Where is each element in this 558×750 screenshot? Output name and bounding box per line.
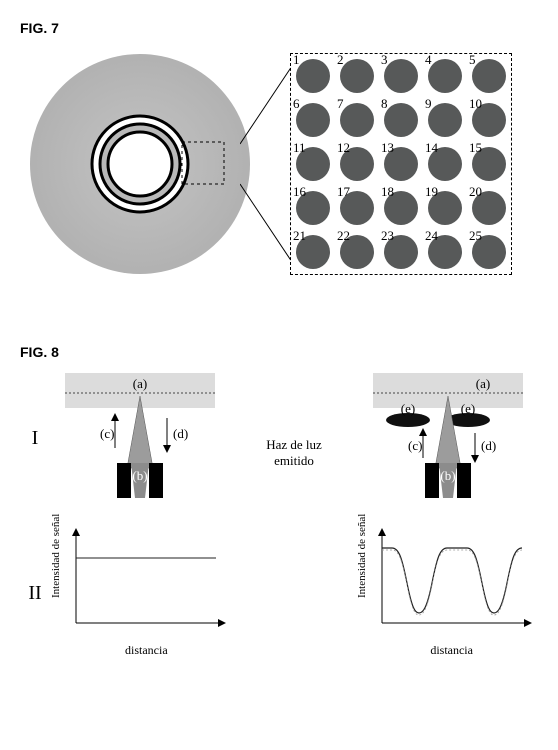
zoom-cell: 22	[335, 230, 379, 274]
label-d-left: (d)	[173, 426, 188, 441]
zoom-number: 3	[381, 52, 388, 68]
label-a-right: (a)	[475, 376, 489, 391]
zoom-number: 1	[293, 52, 300, 68]
zoom-dot	[472, 59, 506, 93]
zoom-number: 14	[425, 140, 438, 156]
zoom-dot	[384, 103, 418, 137]
zoom-number: 18	[381, 184, 394, 200]
zoom-number: 25	[469, 228, 482, 244]
zoom-cell: 2	[335, 54, 379, 98]
zoom-number: 19	[425, 184, 438, 200]
zoom-cell: 23	[379, 230, 423, 274]
zoom-cell: 14	[423, 142, 467, 186]
zoom-grid: 1234567891011121314151617181920212223242…	[290, 53, 512, 275]
x-axis-label-right: distancia	[367, 643, 537, 658]
zoom-cell: 19	[423, 186, 467, 230]
zoom-number: 22	[337, 228, 350, 244]
head-dark-r1	[425, 463, 439, 498]
y-axis-label-right: Intensidad de señal	[356, 588, 368, 598]
roman-II: II	[20, 582, 50, 605]
fig7-container: 1234567891011121314151617181920212223242…	[20, 44, 538, 284]
row-II-panels: Intensidad de señal distancia Intensidad…	[50, 528, 538, 658]
y-axis-label-left: Intensidad de señal	[50, 588, 62, 598]
label-e-2: (e)	[460, 401, 474, 416]
zoom-cell: 15	[467, 142, 511, 186]
head-dark-r2	[457, 463, 471, 498]
label-b-left: (b)	[133, 468, 148, 483]
zoom-cell: 7	[335, 98, 379, 142]
zoom-number: 6	[293, 96, 300, 112]
zoom-cell: 4	[423, 54, 467, 98]
zoom-number: 11	[293, 140, 306, 156]
zoom-number: 20	[469, 184, 482, 200]
zoom-number: 23	[381, 228, 394, 244]
zoom-cell: 5	[467, 54, 511, 98]
disc-center-hole	[108, 132, 172, 196]
zoom-number: 17	[337, 184, 350, 200]
zoom-cell: 10	[467, 98, 511, 142]
zoom-cell: 13	[379, 142, 423, 186]
graph-left-wrap: Intensidad de señal distancia	[51, 528, 231, 658]
zoom-cell: 21	[291, 230, 335, 274]
zoom-cell: 3	[379, 54, 423, 98]
zoom-number: 4	[425, 52, 432, 68]
fig7-label: FIG. 7	[20, 20, 538, 36]
zoom-number: 8	[381, 96, 388, 112]
zoom-dot	[296, 59, 330, 93]
zoom-cell: 9	[423, 98, 467, 142]
zoom-cell: 20	[467, 186, 511, 230]
roman-I: I	[20, 427, 50, 450]
center-beam-label: Haz de luz emitido	[266, 437, 322, 468]
zoom-dot	[384, 59, 418, 93]
zoom-number: 5	[469, 52, 476, 68]
center-line1: Haz de luz	[266, 437, 322, 452]
panel-I-right: (a) (e) (e) (b) (c) (d)	[363, 368, 533, 508]
fig8-row-I: I (a) (b) (c) (d) Haz de luz emitido	[20, 368, 538, 508]
head-dark-l2	[149, 463, 163, 498]
zoom-dot	[428, 103, 462, 137]
zoom-number: 21	[293, 228, 306, 244]
head-dark-l1	[117, 463, 131, 498]
zoom-cell: 16	[291, 186, 335, 230]
zoom-dot	[296, 103, 330, 137]
zoom-number: 24	[425, 228, 438, 244]
zoom-cell: 6	[291, 98, 335, 142]
row-I-panels: (a) (b) (c) (d) Haz de luz emitido (a)	[50, 368, 538, 508]
fig8-row-II: II Intensidad de señal distancia Intensi…	[20, 528, 538, 658]
zoom-cell: 25	[467, 230, 511, 274]
zoom-cell: 8	[379, 98, 423, 142]
zoom-dot	[340, 59, 374, 93]
zoom-cell: 17	[335, 186, 379, 230]
label-c-left: (c)	[100, 426, 114, 441]
label-d-right: (d)	[481, 438, 496, 453]
fig8-label: FIG. 8	[20, 344, 538, 360]
zoom-number: 10	[469, 96, 482, 112]
zoom-number: 12	[337, 140, 350, 156]
label-c-right: (c)	[408, 438, 422, 453]
center-line2: emitido	[274, 453, 314, 468]
zoom-cell: 1	[291, 54, 335, 98]
label-a-left: (a)	[133, 376, 147, 391]
x-axis-label-left: distancia	[61, 643, 231, 658]
dip-curve	[382, 548, 522, 613]
label-b-right: (b)	[440, 468, 455, 483]
panel-I-left: (a) (b) (c) (d)	[55, 368, 225, 508]
zoom-number: 7	[337, 96, 344, 112]
zoom-cell: 11	[291, 142, 335, 186]
zoom-dot	[340, 103, 374, 137]
zoom-cell: 12	[335, 142, 379, 186]
graph-right	[367, 528, 537, 638]
zoom-number: 9	[425, 96, 432, 112]
graph-right-wrap: Intensidad de señal distancia	[357, 528, 537, 658]
zoom-dot	[428, 59, 462, 93]
graph-left	[61, 528, 231, 638]
zoom-cell: 18	[379, 186, 423, 230]
zoom-number: 13	[381, 140, 394, 156]
zoom-number: 2	[337, 52, 344, 68]
disc-diagram	[20, 44, 260, 284]
zoom-number: 16	[293, 184, 306, 200]
label-e-1: (e)	[400, 401, 414, 416]
zoom-cell: 24	[423, 230, 467, 274]
zoom-number: 15	[469, 140, 482, 156]
